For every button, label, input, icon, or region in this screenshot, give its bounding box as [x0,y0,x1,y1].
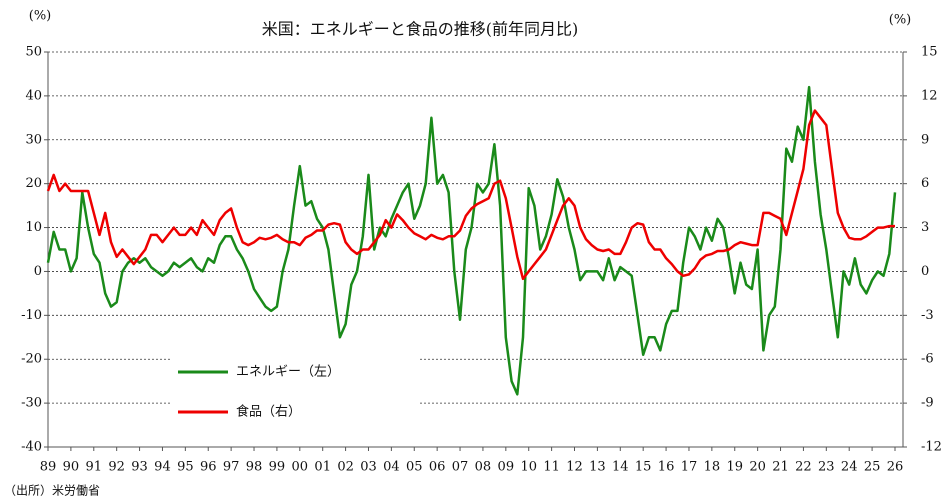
x-tick-label: 21 [772,460,789,475]
y-tick-label: -30 [21,396,42,411]
x-tick-label: 04 [383,460,400,475]
y-tick-label: 50 [25,45,42,60]
x-tick-label: 16 [658,460,675,475]
y2-tick-label: 15 [921,45,938,60]
y-tick-label: -20 [21,352,42,367]
x-tick-label: 05 [406,460,423,475]
x-tick-label: 92 [108,460,125,475]
y-tick-label: 30 [25,132,42,147]
x-tick-label: 97 [223,460,240,475]
y2-axis-label: (%) [889,13,912,28]
x-tick-label: 02 [337,460,354,475]
x-tick-label: 89 [40,460,57,475]
x-tick-label: 15 [635,460,652,475]
y-tick-label: 40 [25,88,42,103]
y2-tick-label: 6 [921,176,929,191]
y-tick-label: 20 [25,176,42,191]
y-tick-label: 10 [25,220,42,235]
x-tick-label: 94 [154,460,171,475]
x-tick-label: 09 [498,460,515,475]
y-tick-label: -10 [21,308,42,323]
y2-tick-label: 9 [921,132,929,147]
x-tick-label: 10 [520,460,537,475]
x-tick-label: 12 [566,460,583,475]
y2-tick-label: -3 [921,308,934,323]
legend-label: 食品（右） [236,404,301,420]
y2-tick-label: 0 [921,264,929,279]
x-tick-label: 08 [475,460,492,475]
y2-tick-label: -6 [921,352,934,367]
y-tick-label: 0 [34,264,42,279]
x-tick-label: 96 [200,460,217,475]
x-tick-label: 24 [841,460,858,475]
x-tick-label: 22 [795,460,812,475]
x-tick-label: 00 [292,460,309,475]
y2-tick-label: 3 [921,220,929,235]
x-tick-label: 07 [452,460,469,475]
x-tick-label: 03 [360,460,377,475]
x-tick-label: 13 [589,460,606,475]
x-tick-label: 17 [681,460,698,475]
x-tick-label: 93 [131,460,148,475]
x-tick-label: 91 [86,460,103,475]
x-tick-label: 18 [704,460,721,475]
x-tick-label: 99 [269,460,286,475]
x-tick-label: 06 [429,460,446,475]
x-tick-label: 19 [726,460,743,475]
x-tick-label: 01 [314,460,331,475]
legend-label: エネルギー（左） [236,365,340,380]
data-line [46,109,895,281]
y-tick-label: -40 [21,440,42,455]
x-tick-label: 95 [177,460,194,475]
x-tick-label: 23 [818,460,835,475]
legend-box [170,356,420,428]
x-tick-label: 98 [246,460,263,475]
x-tick-label: 11 [543,460,560,475]
y-axis-label: (%) [29,9,52,24]
y2-tick-label: 12 [921,88,938,103]
chart-title: 米国：エネルギーと食品の推移(前年同月比) [262,20,579,39]
x-tick-label: 26 [887,460,904,475]
data-line [46,85,897,396]
y2-tick-label: -12 [921,440,942,455]
x-tick-label: 14 [612,460,629,475]
x-tick-label: 20 [749,460,766,475]
y2-tick-label: -9 [921,396,934,411]
x-tick-label: 25 [864,460,881,475]
source-note: （出所）米労働省 [4,484,100,498]
x-tick-label: 90 [63,460,80,475]
